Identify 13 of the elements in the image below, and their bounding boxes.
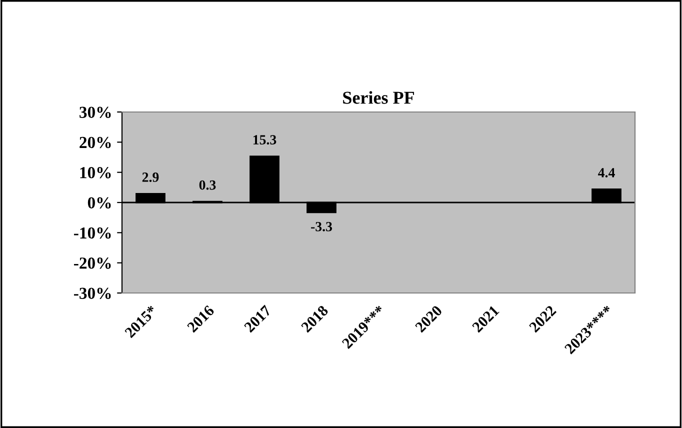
data-label: 0.3 [199, 180, 216, 190]
data-label: 15.3 [253, 135, 276, 145]
data-label: 4.4 [598, 168, 615, 178]
y-tick-label: -30% [74, 288, 111, 299]
chart-title: Series PF [343, 91, 414, 104]
y-tick-label: 20% [80, 136, 111, 148]
data-label: 2.9 [142, 172, 159, 182]
y-tick-label: 0% [88, 197, 111, 208]
y-tick-label: 10% [80, 167, 111, 178]
y-tick-label: -10% [74, 227, 111, 239]
data-label: -3.3 [311, 222, 332, 232]
y-tick-label: -20% [74, 258, 111, 269]
y-tick-label: 30% [80, 106, 111, 118]
